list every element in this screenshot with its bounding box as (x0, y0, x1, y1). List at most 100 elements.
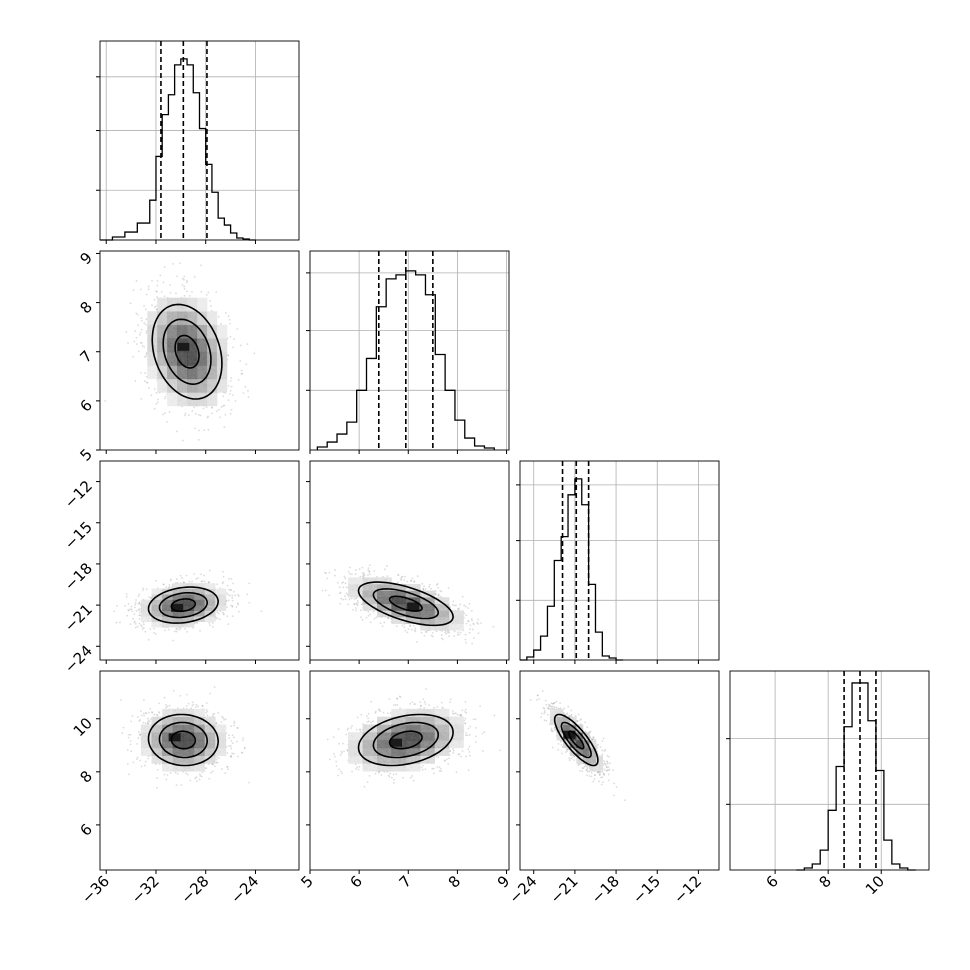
scatter-point (201, 771, 204, 774)
scatter-point (226, 354, 229, 357)
scatter-point (153, 631, 155, 634)
scatter-point (232, 582, 234, 585)
density-cell (151, 610, 163, 617)
scatter-point (168, 583, 171, 586)
density-cell (157, 365, 168, 380)
scatter-point (414, 630, 417, 633)
scatter-point (453, 635, 456, 638)
scatter-point (153, 298, 156, 301)
scatter-point (157, 398, 159, 401)
scatter-point (169, 283, 172, 286)
density-cell (172, 599, 184, 606)
scatter-point (127, 609, 130, 612)
scatter-point (365, 616, 368, 619)
panel-content (321, 564, 495, 645)
scatter-point (140, 341, 143, 344)
scatter-point (352, 608, 354, 611)
scatter-point (233, 736, 236, 739)
density-cell (434, 610, 450, 618)
density-cell (172, 616, 184, 622)
scatter-point (369, 621, 372, 624)
scatter-point (113, 610, 116, 613)
density-cell (215, 599, 227, 606)
scatter-point (480, 622, 483, 625)
scatter-point (178, 628, 181, 631)
density-cell (177, 378, 188, 393)
scatter-point (428, 583, 431, 586)
scatter-point (154, 633, 157, 635)
density-cell (187, 297, 198, 312)
scatter-point (404, 575, 407, 578)
scatter-point (240, 369, 243, 372)
scatter-point (471, 642, 474, 645)
density-cell (140, 616, 152, 622)
scatter-point (124, 605, 127, 607)
scatter-point (210, 305, 212, 307)
scatter-point (435, 630, 438, 633)
scatter-point (200, 264, 202, 267)
scatter-point (141, 345, 144, 347)
scatter-point (191, 701, 194, 704)
scatter-point (431, 631, 434, 634)
density-cell (193, 610, 205, 617)
density-cell (376, 583, 392, 591)
scatter-point (144, 630, 147, 633)
density-cell (167, 392, 178, 407)
scatter-point (227, 315, 230, 318)
scatter-point (464, 638, 467, 641)
scatter-point (237, 603, 239, 606)
scatter-point (138, 618, 141, 620)
scatter-point (463, 604, 466, 607)
scatter-point (139, 334, 141, 336)
panel-background (100, 41, 299, 240)
scatter-point (96, 622, 98, 624)
scatter-point (396, 574, 399, 576)
scatter-point (122, 726, 125, 729)
density-cell (187, 324, 198, 339)
density-cell (183, 605, 195, 611)
scatter-point (205, 767, 208, 770)
scatter-point (193, 406, 196, 409)
scatter-point (151, 304, 153, 307)
density-cells (140, 583, 227, 628)
scatter-point (137, 595, 140, 598)
scatter-point (451, 604, 454, 606)
scatter-point (186, 279, 188, 282)
scatter-point (467, 620, 470, 623)
scatter-point (396, 581, 399, 584)
scatter-point (120, 699, 122, 702)
scatter-point (212, 625, 214, 628)
contour-line (151, 303, 223, 400)
scatter-point (137, 350, 140, 353)
scatter-point (145, 375, 148, 378)
scatter-point (209, 300, 211, 302)
density-cell (449, 623, 464, 631)
scatter-point (455, 604, 457, 607)
scatter-point (142, 623, 145, 626)
scatter-point (404, 629, 407, 632)
scatter-point (224, 718, 227, 720)
scatter-point (163, 629, 166, 632)
density-cell (193, 588, 205, 595)
scatter-point (401, 624, 404, 627)
density-cell (206, 365, 218, 380)
scatter-point (129, 608, 131, 611)
scatter-point (161, 413, 164, 416)
hist-panel-1 (306, 250, 510, 451)
scatter-point (153, 408, 156, 410)
scatter-point (228, 393, 231, 395)
scatter-point (222, 395, 225, 398)
scatter-point (147, 288, 150, 291)
scatter-point (207, 291, 210, 294)
scatter-point (230, 740, 233, 742)
scatter-point (142, 587, 145, 590)
scatter-point (367, 610, 370, 613)
scatter-point (137, 602, 140, 605)
scatter-point (328, 571, 331, 574)
scatter-point (188, 580, 191, 583)
scatter-point (168, 586, 170, 589)
density-cell (193, 583, 205, 590)
scatter-point (468, 602, 471, 605)
scatter-point (202, 407, 205, 410)
density-peak (177, 342, 190, 351)
